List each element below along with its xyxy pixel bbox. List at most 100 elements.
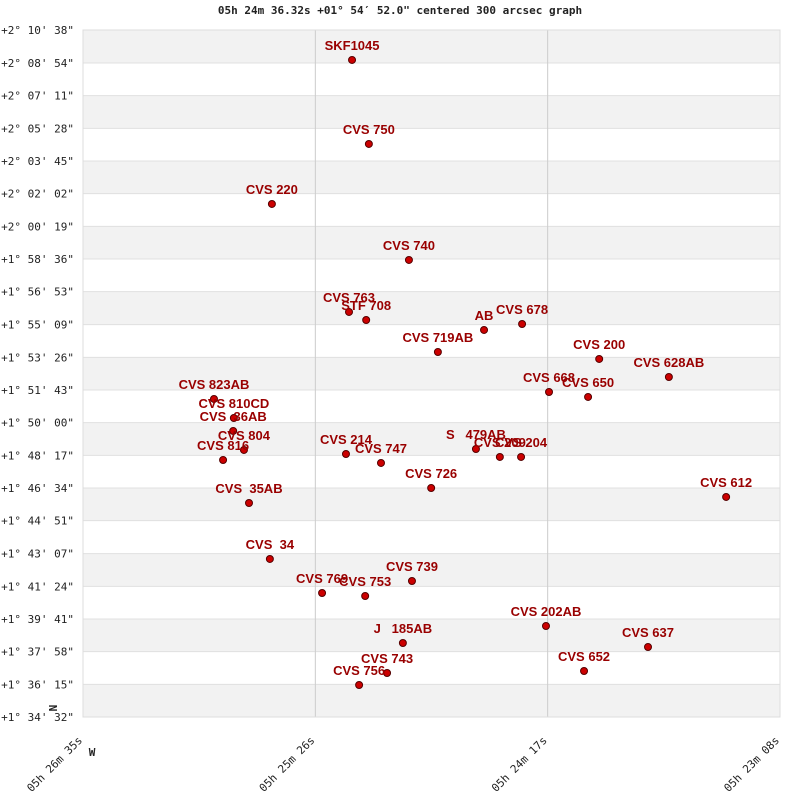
star <box>345 307 354 316</box>
star-label: J 185AB <box>374 621 433 636</box>
star <box>376 458 385 467</box>
star-label: CVS 804 <box>218 428 271 443</box>
y-tick-label: +1° 51' 43" <box>1 384 74 397</box>
star-label: CVS 740 <box>383 238 435 253</box>
star-label: CVS 823AB <box>179 377 250 392</box>
y-tick-label: +2° 02' 02" <box>1 188 74 201</box>
star <box>219 455 228 464</box>
star-label: CVS 637 <box>622 625 674 640</box>
star <box>541 622 550 631</box>
star-label: CVS 763 <box>323 290 375 305</box>
star <box>580 667 589 676</box>
band <box>83 226 780 259</box>
star <box>239 445 248 454</box>
star <box>362 315 371 324</box>
star-label: AB <box>475 308 494 323</box>
star <box>361 591 370 600</box>
y-tick-label: +1° 36' 15" <box>1 678 74 691</box>
y-tick-label: +2° 03' 45" <box>1 155 74 168</box>
star-label: S 479AB <box>446 427 506 442</box>
star-label: CVS 726 <box>405 466 457 481</box>
band <box>83 422 780 456</box>
y-tick-label: +2° 07' 11" <box>1 90 74 103</box>
star <box>348 55 357 64</box>
star-label: CVS 816 <box>197 438 249 453</box>
star <box>229 426 238 435</box>
y-tick-label: +1° 39' 41" <box>1 613 74 626</box>
star-label: CVS 34 <box>246 537 295 552</box>
band <box>83 160 780 194</box>
star <box>471 444 480 453</box>
star <box>245 499 254 508</box>
star <box>595 354 604 363</box>
west-label: W <box>89 746 96 759</box>
band <box>83 95 780 129</box>
star-label: CVS 200 <box>573 337 625 352</box>
north-label: N <box>47 705 60 712</box>
star-label: CVS 750 <box>343 122 395 137</box>
star <box>433 347 442 356</box>
star-label: STF 708 <box>341 298 391 313</box>
x-tick-label: 05h 25m 26s <box>257 734 318 795</box>
y-tick-label: +2° 10' 38" <box>1 24 74 37</box>
star <box>209 394 218 403</box>
y-tick-label: +1° 58' 36" <box>1 253 74 266</box>
star-label: CVS 220 <box>246 182 298 197</box>
star-label: CVS 756 <box>333 663 385 678</box>
star-label: CVS 769 <box>296 571 348 586</box>
band <box>83 291 780 325</box>
y-tick-label: +1° 55' 09" <box>1 319 74 332</box>
star <box>355 680 364 689</box>
star <box>517 452 526 461</box>
star <box>318 588 327 597</box>
chart-title: 05h 24m 36.32s +01° 54′ 52.0" centered 3… <box>218 4 582 17</box>
band <box>83 618 780 652</box>
band <box>83 488 780 521</box>
y-tick-label: +1° 53' 26" <box>1 351 74 364</box>
star-label: CVS 652 <box>558 649 610 664</box>
y-tick-label: +2° 00' 19" <box>1 220 74 233</box>
star-label: CVS 209 <box>474 435 526 450</box>
star-label: CVS 753 <box>339 574 391 589</box>
y-tick-label: +2° 08' 54" <box>1 57 74 70</box>
star-label: CVS 678 <box>496 302 548 317</box>
y-tick-label: +2° 05' 28" <box>1 122 74 135</box>
band <box>83 357 780 390</box>
x-tick-label: 05h 26m 35s <box>24 734 85 795</box>
star-label: CVS 719AB <box>402 330 473 345</box>
plot-frame <box>82 29 781 718</box>
star-label: CVS 628AB <box>633 355 704 370</box>
star-label: CVS 739 <box>386 559 438 574</box>
band <box>83 684 780 717</box>
star <box>518 319 527 328</box>
y-tick-label: +1° 34' 32" <box>1 711 74 724</box>
x-tick-label: 05h 23m 08s <box>721 734 782 795</box>
y-tick-label: +1° 56' 53" <box>1 286 74 299</box>
band <box>83 30 780 63</box>
star <box>545 387 554 396</box>
star <box>229 413 238 422</box>
y-tick-label: +1° 50' 00" <box>1 417 74 430</box>
star-label: CVS 747 <box>355 441 407 456</box>
star <box>644 642 653 651</box>
star-label: CVS 35AB <box>215 481 282 496</box>
star-label: SKF1045 <box>325 38 380 53</box>
star <box>267 199 276 208</box>
star-label: CVS 668 <box>523 370 575 385</box>
star <box>584 392 593 401</box>
star <box>664 372 673 381</box>
star <box>407 576 416 585</box>
star <box>265 554 274 563</box>
star <box>480 325 489 334</box>
star <box>427 484 436 492</box>
star <box>383 669 392 678</box>
y-tick-label: +1° 41' 24" <box>1 580 74 593</box>
star <box>722 492 731 501</box>
y-tick-label: +1° 37' 58" <box>1 646 74 659</box>
star <box>341 449 350 458</box>
star-label: CVS 743 <box>361 651 413 666</box>
star-label: CVS 612 <box>700 475 752 490</box>
y-tick-label: +1° 46' 34" <box>1 482 74 495</box>
star-label: CVS 214 <box>320 432 373 447</box>
